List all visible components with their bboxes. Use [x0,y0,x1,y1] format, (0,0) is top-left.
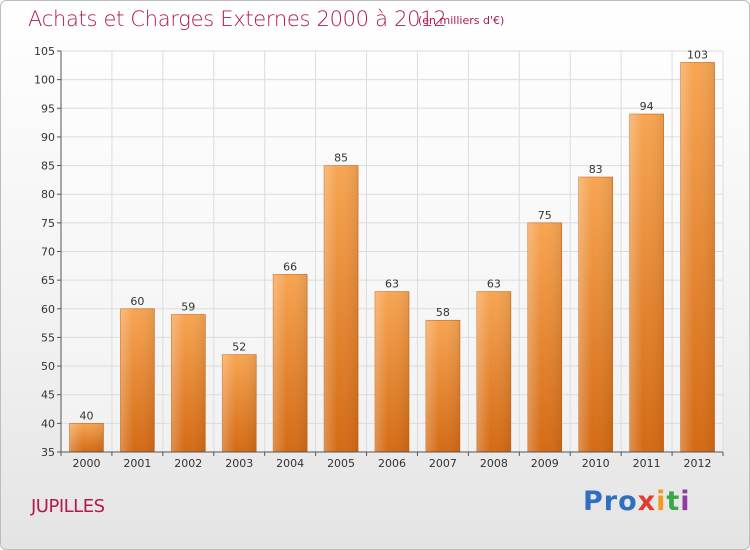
x-tick-label: 2006 [378,457,406,470]
y-tick-label: 85 [41,160,55,173]
x-tick-label: 2007 [429,457,457,470]
y-tick-label: 65 [41,274,55,287]
bar-shading [527,222,562,452]
x-tick-label: 2011 [633,457,661,470]
x-tick-label: 2003 [225,457,253,470]
logo-part: Pro [583,486,638,517]
bar-shading [425,320,460,452]
bar-shading [375,291,409,452]
y-tick-label: 70 [41,246,55,259]
y-tick-label: 35 [41,446,55,459]
y-tick-label: 100 [34,74,55,87]
y-tick-label: 45 [41,389,55,402]
data-label: 52 [232,341,246,354]
y-tick-label: 75 [41,217,55,230]
logo-part: i [656,486,667,517]
data-label: 59 [181,301,195,314]
bar-shading [273,274,308,452]
data-label: 66 [283,260,297,273]
logo-part: x [637,486,657,517]
data-label: 94 [640,100,654,113]
bar-shading [680,62,715,452]
proxiti-logo: Proxiti [583,486,691,517]
y-tick-label: 95 [41,102,55,115]
x-tick-label: 2002 [174,457,202,470]
bar-shading [629,114,664,452]
chart-subtitle: (en milliers d'€) [418,14,505,27]
data-label: 103 [687,48,708,61]
y-tick-label: 55 [41,331,55,344]
x-tick-label: 2009 [531,457,559,470]
y-tick-label: 105 [34,45,55,58]
data-label: 75 [538,209,552,222]
y-tick-label: 60 [41,303,55,316]
data-label: 60 [130,295,144,308]
bar-shading [578,177,613,452]
x-tick-label: 2005 [327,457,355,470]
logo-part: t [666,486,681,517]
x-tick-label: 2012 [684,457,712,470]
data-label: 85 [334,152,348,165]
y-tick-label: 40 [41,417,55,430]
y-tick-label: 90 [41,131,55,144]
x-tick-label: 2001 [123,457,151,470]
y-tick-label: 50 [41,360,55,373]
y-tick-label: 80 [41,188,55,201]
bar-shading [69,423,104,452]
bar-shading [171,314,206,452]
logo-part: i [680,486,691,517]
data-label: 58 [436,306,450,319]
data-label: 63 [385,278,399,291]
x-tick-label: 2004 [276,457,304,470]
x-tick-label: 2000 [72,457,100,470]
bar-shading [476,291,511,452]
commune-name: JUPILLES [31,496,105,517]
data-label: 40 [79,409,93,422]
x-tick-label: 2008 [480,457,508,470]
bar-shading [222,354,257,452]
data-label: 63 [487,278,501,291]
x-tick-label: 2010 [582,457,610,470]
data-label: 83 [589,163,603,176]
bar-shading [120,308,155,452]
chart-title: Achats et Charges Externes 2000 à 2012 [28,7,447,31]
bar-shading [324,165,359,453]
